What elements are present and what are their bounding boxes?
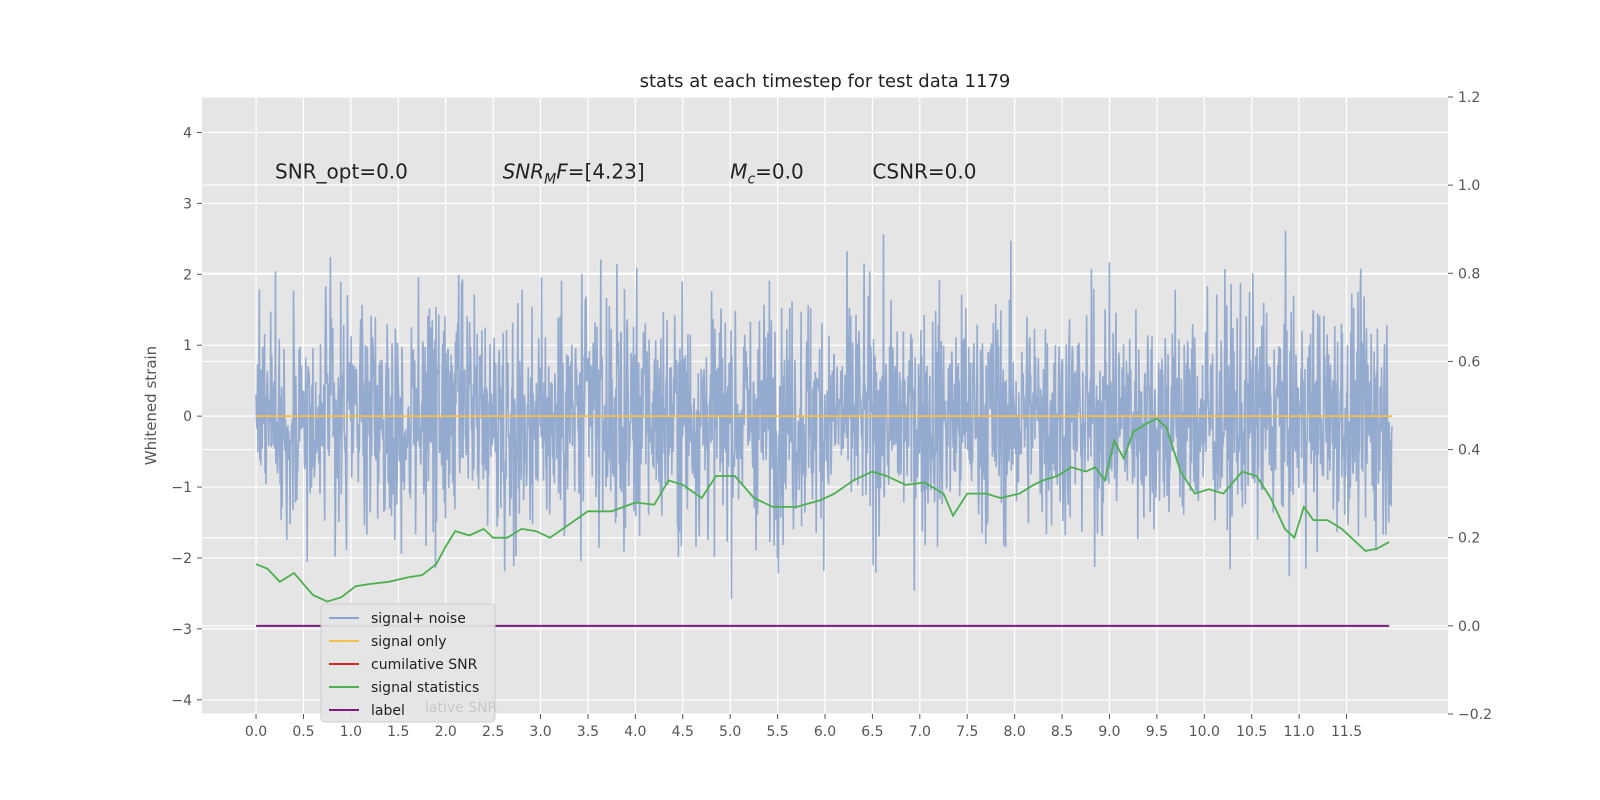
x-tick-label: 3.0	[529, 724, 551, 740]
y-axis-ticks: −4 −3 −2 −1 0 1 2 3 4	[171, 125, 202, 709]
y-tick-label: −4	[171, 693, 192, 709]
legend-entry: signal statistics	[371, 680, 479, 696]
y-tick-label: −1	[171, 480, 192, 496]
x-tick-label: 4.0	[624, 724, 646, 740]
annotation-1: SNRMF=[4.23]	[503, 160, 645, 188]
x-tick-label: 9.0	[1098, 724, 1120, 740]
noise-series	[255, 230, 1393, 599]
y2-tick-label: 0.4	[1458, 443, 1480, 459]
x-tick-label: 6.0	[814, 724, 836, 740]
y2-tick-label: −0.2	[1458, 707, 1492, 723]
y-tick-label: 1	[183, 338, 192, 354]
y-tick-label: 3	[183, 196, 192, 212]
x-tick-label: 3.5	[577, 724, 599, 740]
x-tick-label: 5.5	[766, 724, 788, 740]
chart-title: stats at each timestep for test data 117…	[640, 71, 1011, 92]
x-tick-label: 11.5	[1331, 724, 1362, 740]
x-tick-label: 7.5	[956, 724, 978, 740]
annotation-2: Mc=0.0	[730, 160, 804, 188]
y2-tick-label: 0.2	[1458, 531, 1480, 547]
x-tick-label: 8.0	[1004, 724, 1026, 740]
legend-box	[320, 603, 496, 723]
x-tick-label: 9.5	[1146, 724, 1168, 740]
x-tick-label: 6.5	[861, 724, 883, 740]
series-signal-statistics	[255, 417, 1390, 603]
y2-tick-label: 1.0	[1458, 178, 1480, 194]
y2-tick-label: 0.8	[1458, 266, 1480, 282]
x-tick-label: 10.5	[1236, 724, 1267, 740]
y-tick-label: 4	[183, 125, 192, 141]
legend-ghost-text: lative SNR	[425, 700, 498, 716]
y-axis-label: Whitened strain	[142, 346, 160, 465]
x-tick-label: 1.0	[340, 724, 362, 740]
y-tick-label: −2	[171, 551, 192, 567]
x-tick-label: 1.5	[387, 724, 409, 740]
series-signal-noise	[255, 230, 1393, 599]
x-tick-label: 5.0	[719, 724, 741, 740]
y-tick-label: 0	[183, 409, 192, 425]
x-tick-label: 4.5	[672, 724, 694, 740]
x-tick-label: 11.0	[1284, 724, 1315, 740]
y2-axis-ticks: −0.2 0.0 0.2 0.4 0.6 0.8 1.0 1.2	[1448, 90, 1492, 723]
legend-entry: signal only	[371, 634, 446, 650]
legend-entry: signal+ noise	[371, 611, 466, 627]
y-tick-label: 2	[183, 267, 192, 283]
x-tick-label: 7.0	[909, 724, 931, 740]
legend-entry: cumilative SNR	[371, 657, 478, 673]
annotations: SNR_opt=0.0 SNRMF=[4.23] Mc=0.0 CSNR=0.0	[275, 160, 976, 188]
x-tick-label: 2.0	[435, 724, 457, 740]
annotation-0: SNR_opt=0.0	[275, 160, 408, 184]
y2-tick-label: 0.6	[1458, 354, 1480, 370]
x-tick-label: 10.0	[1189, 724, 1220, 740]
x-axis-ticks: 0.0 0.5 1.0 1.5 2.0 2.5 3.0 3.5 4.0 4.5 5.0 5.5 6.0 6…	[245, 714, 1362, 740]
legend-entry: label	[371, 703, 405, 719]
x-tick-label: 0.0	[245, 724, 267, 740]
annotation-3: CSNR=0.0	[872, 160, 976, 184]
y-tick-label: −3	[171, 622, 192, 638]
y2-tick-label: 1.2	[1458, 90, 1480, 106]
x-tick-label: 2.5	[482, 724, 504, 740]
x-tick-label: 0.5	[292, 724, 314, 740]
x-tick-label: 8.5	[1051, 724, 1073, 740]
y2-tick-label: 0.0	[1458, 619, 1480, 635]
legend: lative SNR signal+ noise signal only cumila…	[320, 603, 498, 723]
